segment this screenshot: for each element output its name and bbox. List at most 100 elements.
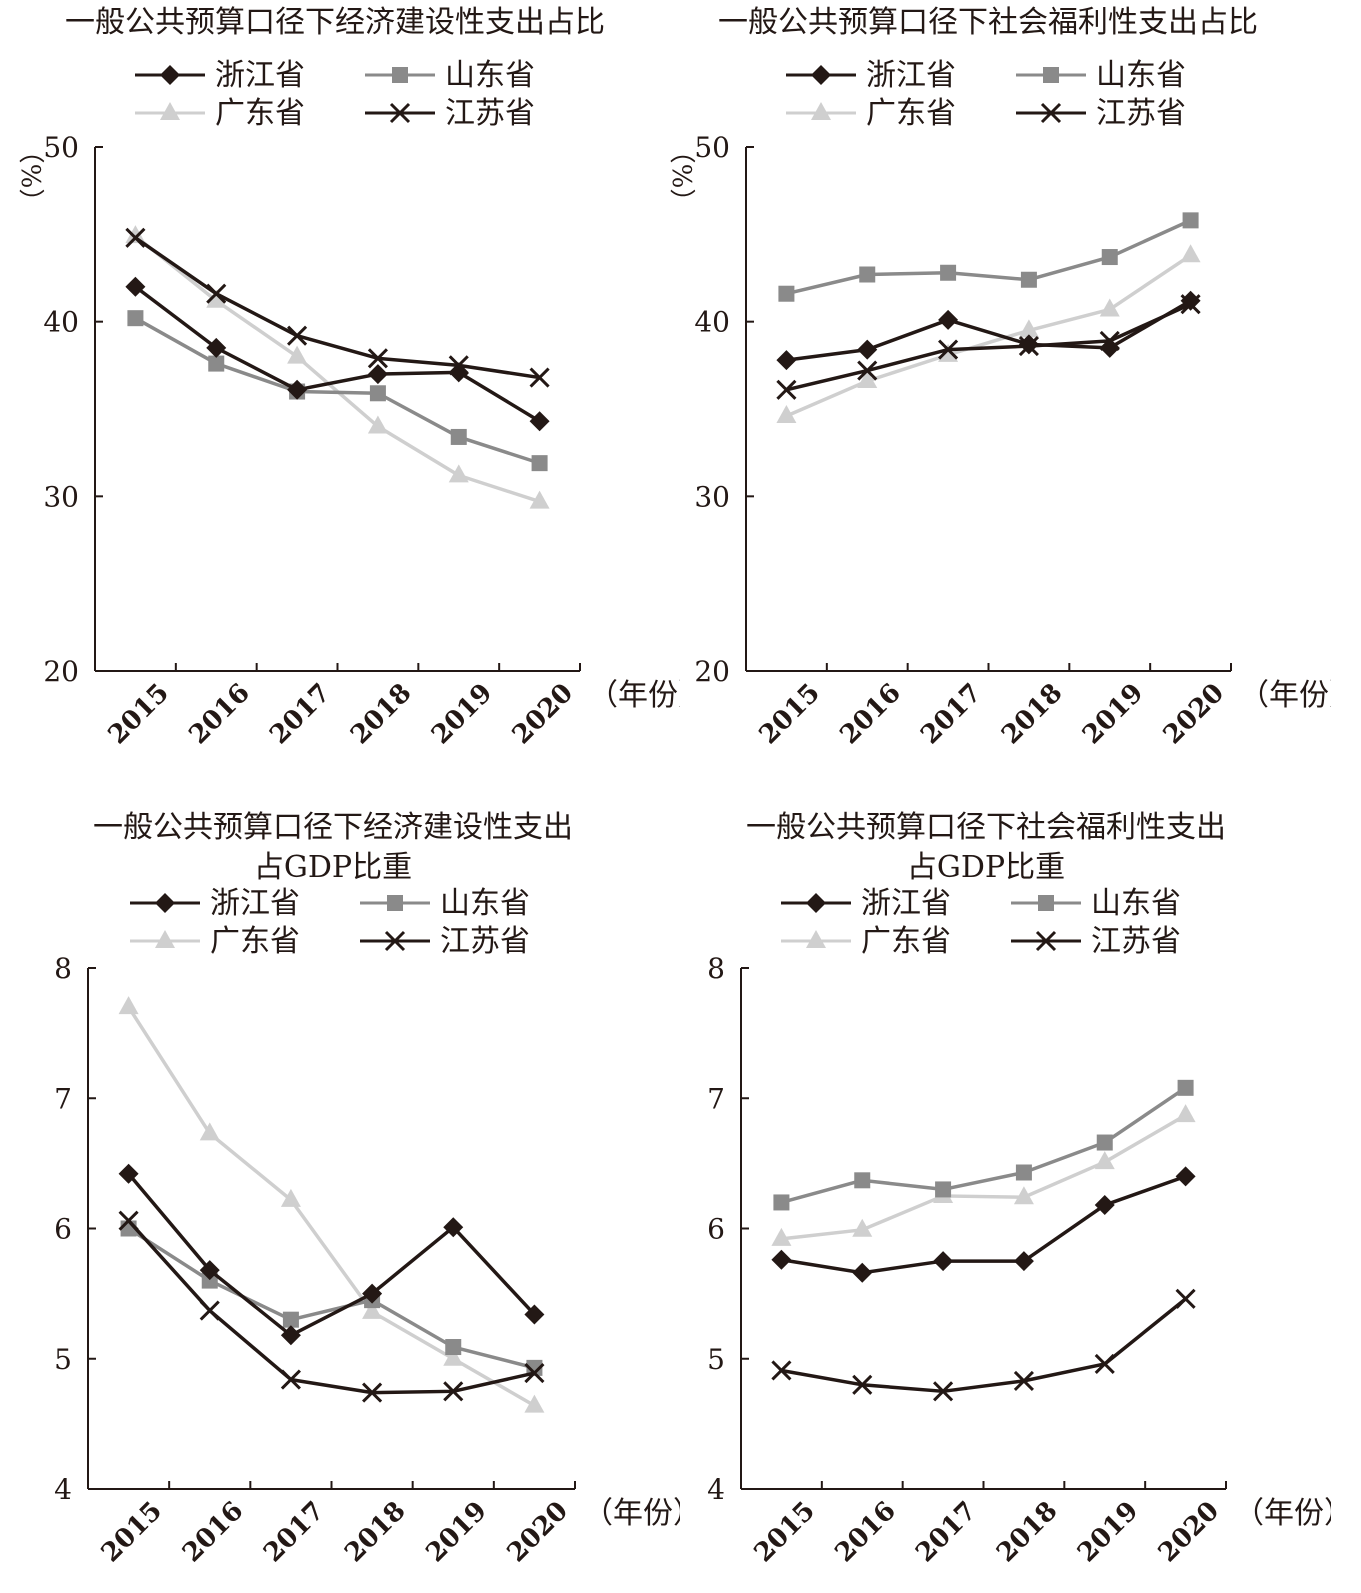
data-point-x — [776, 379, 797, 400]
data-point-x — [287, 325, 308, 346]
legend-label: 浙江省 — [861, 886, 951, 921]
data-point-diamond — [1180, 290, 1201, 311]
x-tick-label: 2019 — [1072, 1496, 1144, 1568]
series-line-square — [127, 1227, 535, 1370]
data-point-triangle — [857, 370, 878, 389]
data-point-x — [1094, 1353, 1115, 1375]
legend-marker-triangle — [806, 930, 826, 948]
data-point-diamond — [776, 350, 797, 371]
data-point-square — [1015, 1164, 1032, 1181]
data-point-triangle — [448, 464, 469, 483]
data-point-x — [529, 367, 550, 388]
legend-marker-diamond — [806, 893, 826, 913]
data-point-square — [773, 1194, 790, 1211]
data-point-square — [1101, 249, 1118, 266]
data-point-x — [1175, 1288, 1196, 1309]
x-tick-label: 2017 — [258, 1496, 330, 1568]
data-point-diamond — [1094, 1195, 1115, 1216]
data-point-diamond — [1175, 1166, 1196, 1187]
x-tick-label: 2020 — [1158, 678, 1230, 750]
legend-marker-x — [1035, 930, 1057, 952]
chart-panel-econ-gdp: 一般公共预算口径下经济建设性支出 占GDP比重 浙江省 山东省 广东省 江苏省 4 5 6 7 8 2… — [0, 797, 680, 1593]
y-tick-label: 30 — [43, 480, 79, 513]
series-line-triangle — [781, 1113, 1187, 1241]
data-point-square — [282, 1311, 299, 1328]
legend-label: 江苏省 — [1096, 96, 1186, 131]
y-tick-label: 50 — [694, 131, 730, 164]
series-line-diamond — [781, 1174, 1187, 1275]
series-line-diamond — [134, 285, 541, 423]
data-point-diamond — [206, 337, 227, 358]
legend-label: 广东省 — [861, 924, 951, 959]
data-point-triangle — [1099, 298, 1120, 317]
x-axis-unit-label: （年份） — [1234, 1496, 1331, 1531]
data-point-x — [1180, 294, 1201, 315]
x-tick-label: 2020 — [1153, 1496, 1225, 1568]
data-point-diamond — [524, 1304, 545, 1325]
data-point-triangle — [1013, 1186, 1034, 1205]
series-line-triangle — [127, 1006, 536, 1408]
data-point-triangle — [1175, 1104, 1196, 1123]
x-tick-label: 2019 — [1077, 678, 1149, 750]
data-point-triangle — [287, 345, 308, 364]
data-point-triangle — [199, 1122, 220, 1141]
data-point-diamond — [933, 1251, 954, 1272]
x-tick-label: 2016 — [829, 1496, 901, 1568]
series-line-square — [780, 1086, 1187, 1205]
x-tick-label: 2018 — [345, 678, 417, 750]
legend-label: 山东省 — [1096, 58, 1186, 93]
data-point-triangle — [206, 289, 227, 308]
chart-title: 一般公共预算口径下经济建设性支出 — [93, 810, 573, 845]
data-point-x — [125, 227, 146, 248]
data-point-triangle — [125, 225, 146, 244]
x-axis-unit-label: （年份） — [583, 1496, 680, 1531]
legend-label: 山东省 — [445, 58, 535, 93]
data-point-square — [208, 355, 225, 372]
data-point-x — [199, 1300, 220, 1321]
y-axis-unit-label: （%） — [666, 138, 696, 215]
data-point-diamond — [362, 1283, 383, 1304]
legend-label: 江苏省 — [445, 96, 535, 131]
data-point-square — [450, 428, 467, 445]
y-tick-label: 30 — [694, 480, 730, 513]
data-point-triangle — [938, 343, 959, 362]
x-tick-label: 2016 — [183, 678, 255, 750]
legend-marker-square — [1038, 895, 1054, 911]
legend-label: 浙江省 — [215, 58, 305, 93]
x-tick-label: 2016 — [834, 678, 906, 750]
data-point-x — [362, 1382, 383, 1403]
data-point-triangle — [771, 1227, 792, 1246]
data-point-square — [854, 1172, 871, 1189]
legend-marker-diamond — [155, 893, 175, 913]
x-tick-label: 2015 — [749, 1496, 821, 1568]
y-tick-label: 20 — [43, 655, 79, 688]
data-point-square — [935, 1181, 952, 1198]
data-point-triangle — [529, 490, 550, 509]
x-tick-label: 2016 — [177, 1496, 249, 1568]
data-point-square — [201, 1272, 218, 1289]
data-point-x — [1099, 330, 1120, 351]
data-point-diamond — [529, 411, 550, 432]
data-point-square — [445, 1339, 462, 1356]
series-line-diamond — [127, 1172, 536, 1338]
x-tick-label: 2015 — [96, 1496, 168, 1568]
data-point-diamond — [287, 379, 308, 400]
data-point-square — [778, 285, 795, 302]
data-point-diamond — [852, 1262, 873, 1283]
series-line-square — [134, 316, 541, 465]
x-tick-label: 2019 — [426, 678, 498, 750]
data-point-x — [1013, 1370, 1034, 1391]
legend-label: 广东省 — [215, 96, 305, 131]
legend-label: 广东省 — [866, 96, 956, 131]
y-tick-label: 8 — [707, 952, 725, 985]
data-point-triangle — [776, 404, 797, 423]
series-line-square — [786, 218, 1192, 296]
data-point-square — [127, 310, 144, 327]
data-point-triangle — [524, 1394, 545, 1413]
x-tick-label: 2017 — [264, 678, 336, 750]
legend-marker-diamond — [811, 65, 831, 85]
series-line-x — [786, 302, 1192, 392]
